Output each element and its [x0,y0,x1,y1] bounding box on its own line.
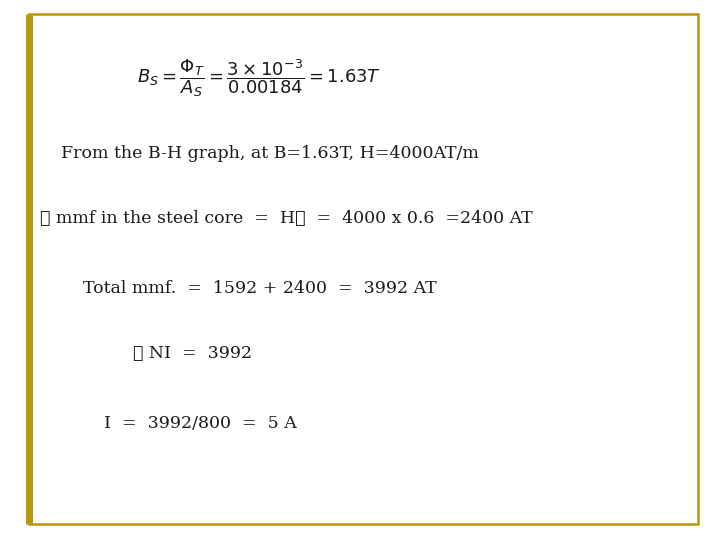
Text: ∴ mmf in the steel core  =  Hℓ  =  4000 x 0.6  =2400 AT: ∴ mmf in the steel core = Hℓ = 4000 x 0.… [40,210,532,227]
Text: Total mmf.  =  1592 + 2400  =  3992 AT: Total mmf. = 1592 + 2400 = 3992 AT [83,280,436,298]
Text: $B_S = \dfrac{\Phi_T}{A_S} = \dfrac{3 \times 10^{-3}}{0.00184} = 1.63T$: $B_S = \dfrac{\Phi_T}{A_S} = \dfrac{3 \t… [137,57,382,99]
Text: ∴ NI  =  3992: ∴ NI = 3992 [133,345,252,362]
Text: I  =  3992/800  =  5 A: I = 3992/800 = 5 A [104,415,297,433]
Text: From the B-H graph, at B=1.63T, H=4000AT/m: From the B-H graph, at B=1.63T, H=4000AT… [61,145,479,163]
